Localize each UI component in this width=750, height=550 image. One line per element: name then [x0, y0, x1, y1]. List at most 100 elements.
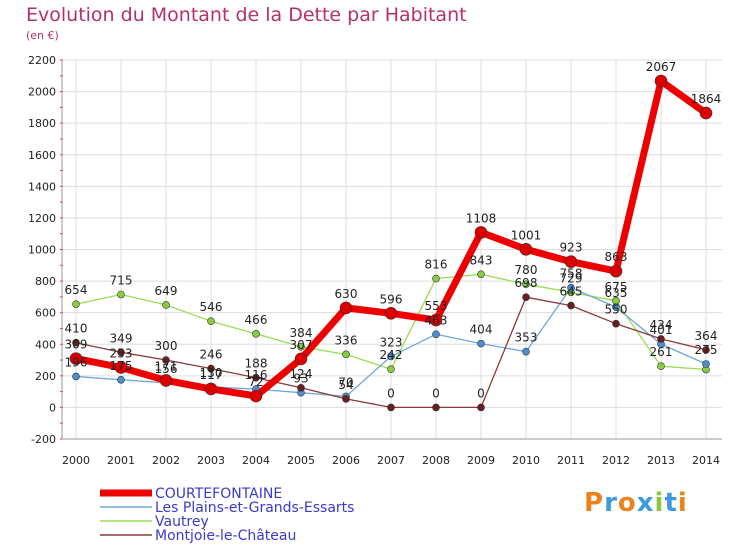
x-tick-label: 2004	[242, 454, 270, 467]
x-tick-label: 2008	[422, 454, 450, 467]
series-point-2	[162, 356, 170, 364]
y-tick-label: 1600	[28, 149, 56, 162]
series-point-0	[432, 274, 440, 283]
data-label-0: 729	[560, 271, 583, 285]
chart-title: Evolution du Montant de la Dette par Hab…	[26, 4, 467, 26]
series-point-0	[117, 290, 125, 299]
x-tick-label: 2009	[467, 454, 495, 467]
data-label-1: 175	[110, 359, 133, 373]
data-label-0: 242	[380, 348, 403, 362]
data-label-0: 466	[245, 313, 268, 327]
series-point-2	[252, 373, 260, 382]
series-point-3	[339, 301, 353, 315]
data-label-1: 70	[338, 375, 353, 389]
series-point-2	[207, 364, 215, 373]
data-label-2: 434	[650, 318, 673, 332]
data-label-1: 758	[560, 267, 583, 281]
series-point-3	[474, 226, 488, 239]
series-point-0	[207, 317, 215, 325]
logo-letter: P	[584, 488, 605, 518]
series-point-3	[519, 243, 533, 256]
series-point-1	[432, 330, 440, 339]
series-point-3	[204, 382, 218, 396]
series-point-0	[477, 270, 485, 279]
x-tick-label: 2013	[647, 454, 675, 467]
y-tick-label: 2200	[28, 54, 56, 67]
data-label-2: 0	[387, 386, 395, 400]
y-tick-label: 400	[35, 338, 56, 351]
data-label-1: 323	[380, 335, 403, 349]
data-label-3: 863	[605, 250, 628, 264]
series-point-1	[567, 283, 575, 292]
x-tick-label: 2006	[332, 454, 360, 467]
series-point-0	[252, 330, 260, 338]
data-label-0: 384	[290, 326, 313, 340]
data-label-2: 124	[290, 367, 313, 381]
series-point-3	[294, 352, 308, 366]
data-label-3: 117	[200, 368, 223, 382]
data-label-0: 780	[515, 263, 538, 277]
series-point-2	[297, 384, 305, 392]
data-label-2: 54	[338, 378, 353, 392]
series-point-1	[477, 339, 485, 348]
x-tick-label: 2011	[557, 454, 585, 467]
data-label-0: 816	[425, 258, 448, 272]
series-point-3	[159, 374, 173, 387]
y-tick-label: 600	[35, 307, 56, 320]
data-label-3: 923	[560, 241, 583, 255]
data-label-3: 253	[110, 346, 133, 360]
data-label-1: 401	[650, 323, 673, 337]
data-label-3: 596	[380, 292, 403, 306]
data-label-2: 0	[477, 386, 485, 400]
x-tick-label: 2003	[197, 454, 225, 467]
series-point-0	[657, 362, 665, 371]
series-point-1	[117, 375, 125, 384]
data-label-2: 698	[515, 276, 538, 290]
y-tick-label: 1800	[28, 117, 56, 130]
y-tick-label: 0	[49, 401, 56, 414]
data-label-0: 261	[650, 345, 673, 359]
y-tick-label: 2000	[28, 86, 56, 99]
data-label-3: 307	[290, 338, 313, 352]
data-label-2: 550	[605, 303, 628, 317]
data-label-3: 2067	[646, 60, 677, 74]
y-tick-label: 1400	[28, 180, 56, 193]
series-point-0	[297, 342, 305, 351]
series-point-0	[162, 301, 170, 309]
data-label-1: 404	[470, 323, 493, 337]
data-label-3: 1001	[511, 228, 542, 242]
data-label-0: 654	[65, 283, 88, 297]
data-label-2: 300	[155, 339, 178, 353]
series-point-1	[522, 347, 530, 356]
data-label-1: 353	[515, 331, 538, 345]
y-tick-label: 1200	[28, 212, 56, 225]
series-point-2	[477, 403, 485, 412]
data-label-2: 645	[560, 285, 583, 299]
data-label-1: 463	[425, 313, 448, 327]
series-point-2	[657, 335, 665, 343]
series-point-2	[612, 319, 620, 328]
data-label-1: 635	[605, 286, 628, 300]
series-point-0	[522, 280, 530, 289]
data-label-1: 130	[200, 366, 223, 380]
x-tick-label: 2005	[287, 454, 315, 467]
data-label-0: 843	[470, 253, 493, 267]
data-label-2: 410	[65, 322, 88, 336]
data-label-2: 246	[200, 348, 223, 362]
series-point-0	[342, 350, 350, 359]
logo-letter: t	[664, 488, 678, 518]
data-label-0: 675	[605, 280, 628, 294]
x-tick-label: 2012	[602, 454, 630, 467]
series-point-3	[609, 264, 623, 278]
data-label-3: 630	[335, 287, 358, 301]
series-point-0	[72, 300, 80, 308]
data-label-0: 649	[155, 284, 178, 298]
x-tick-label: 2014	[692, 454, 720, 467]
x-tick-label: 2000	[62, 454, 90, 467]
series-point-2	[567, 301, 575, 310]
series-point-1	[702, 360, 710, 368]
data-label-3: 1108	[466, 211, 497, 225]
legend-label: Montjoie-le-Château	[155, 528, 296, 544]
